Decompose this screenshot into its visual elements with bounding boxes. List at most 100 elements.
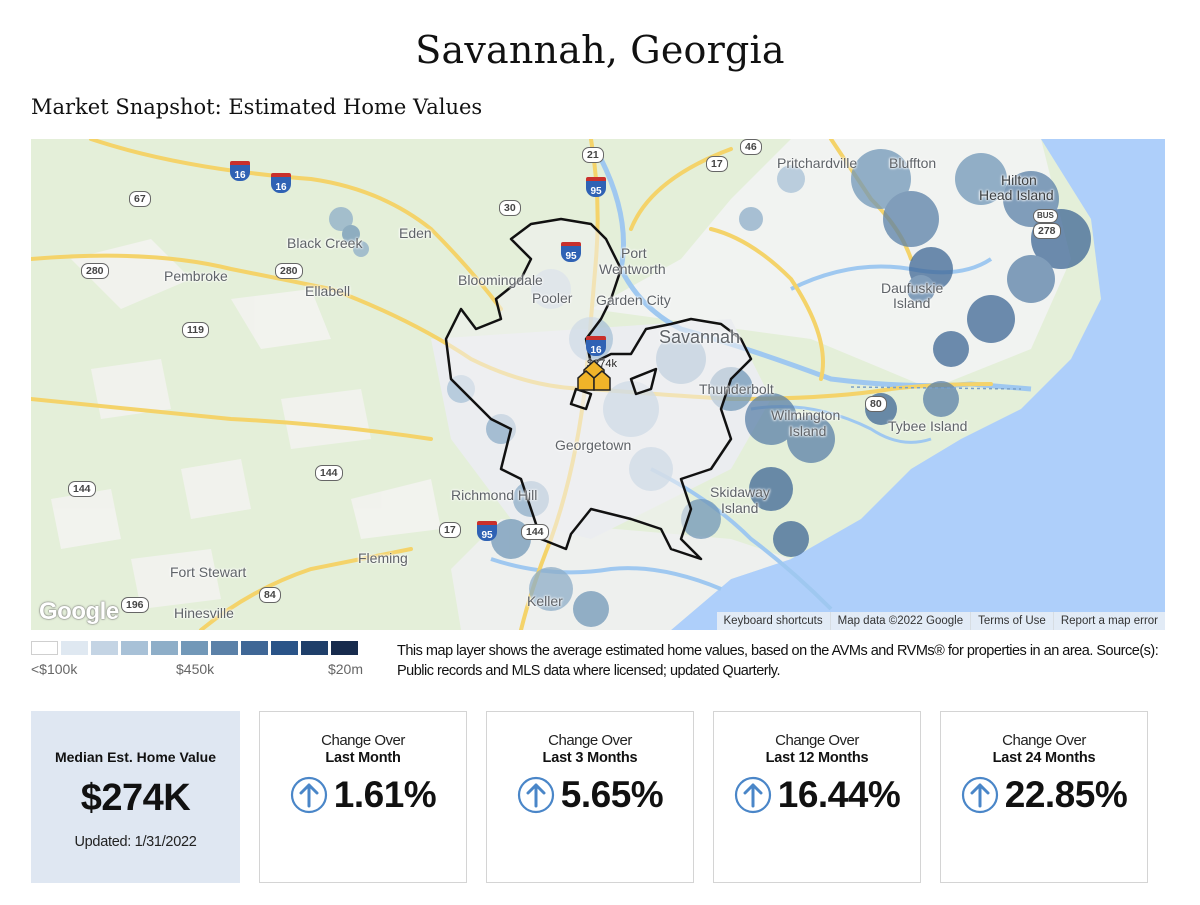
state-route-shield: 144 [521, 524, 549, 540]
change-card-heading: Change Over [1002, 732, 1086, 749]
change-card-period: Last Month [325, 750, 401, 766]
legend-swatch [271, 641, 298, 655]
legend-max-label: $20m [327, 661, 363, 677]
arrow-up-circle-icon [961, 776, 998, 814]
place-label: Eden [399, 225, 432, 241]
place-label: Head Island [979, 187, 1054, 203]
interstate-shield: 95 [586, 177, 606, 197]
place-label: Wilmington [771, 407, 841, 423]
legend-swatch [121, 641, 148, 655]
us-route-shield: 80 [865, 396, 887, 412]
median-value-card: Median Est. Home Value $274K Updated: 1/… [31, 711, 240, 883]
place-label: Black Creek [287, 235, 363, 251]
us-route-shield: 280 [81, 263, 109, 279]
legend-swatches [31, 641, 363, 655]
place-label: Pooler [532, 290, 573, 306]
change-card-period: Last 3 Months [542, 750, 638, 766]
place-label: Keller [527, 593, 563, 609]
change-card-heading: Change Over [548, 732, 632, 749]
place-label: Ellabell [305, 283, 351, 299]
change-card-period: Last 24 Months [992, 750, 1096, 766]
place-label: Fort Stewart [170, 564, 247, 580]
state-route-shield: 196 [121, 597, 149, 613]
state-route-shield: 30 [499, 200, 521, 216]
legend-min-label: <$100k [31, 661, 78, 677]
change-card-heading: Change Over [321, 732, 405, 749]
change-card-period: Last 12 Months [765, 750, 869, 766]
us-route-shield: 278 [1033, 223, 1061, 239]
change-card-heading: Change Over [775, 732, 859, 749]
interstate-shield: 16 [586, 336, 606, 356]
state-route-shield: 144 [315, 465, 343, 481]
arrow-up-circle-icon [734, 776, 771, 814]
legend-swatch [31, 641, 58, 655]
map-data-credit: Map data ©2022 Google [829, 612, 970, 630]
place-label: Daufuskie [881, 280, 944, 296]
change-percent: 5.65% [560, 774, 664, 815]
change-percent: 1.61% [333, 774, 437, 815]
median-value: $274K [80, 777, 191, 819]
terms-of-use-link[interactable]: Terms of Use [970, 612, 1053, 630]
us-route-shield: 17 [439, 522, 461, 538]
legend-swatch [301, 641, 328, 655]
place-label: Bluffton [889, 155, 937, 171]
place-label: Island [893, 295, 931, 311]
place-label: Port [621, 245, 647, 261]
change-card-last-12-months: Change Over Last 12 Months 16.44% [713, 711, 921, 883]
legend-swatch [211, 641, 238, 655]
place-label: Tybee Island [888, 418, 968, 434]
map-attribution-bar: Keyboard shortcuts Map data ©2022 Google… [716, 612, 1165, 630]
home-values-map[interactable]: Pritchardville Bluffton Hilton Head Isla… [31, 139, 1165, 630]
google-logo: Google [39, 598, 119, 625]
place-label: Thunderbolt [699, 381, 774, 397]
legend-swatch [151, 641, 178, 655]
state-route-shield: 144 [68, 481, 96, 497]
arrow-up-circle-icon [290, 776, 327, 814]
state-route-shield: 46 [740, 139, 762, 155]
place-label: Wentworth [599, 261, 666, 277]
keyboard-shortcuts-link[interactable]: Keyboard shortcuts [723, 615, 823, 627]
place-label: Skidaway [710, 484, 770, 500]
place-label: Island [721, 500, 759, 516]
change-card-last-3-months: Change Over Last 3 Months 5.65% [486, 711, 694, 883]
place-label: Bloomingdale [458, 272, 543, 288]
median-value-marker[interactable]: $274k [577, 358, 627, 391]
us-route-shield: 280 [275, 263, 303, 279]
page-title: Savannah, Georgia [415, 28, 785, 72]
change-card-last-month: Change Over Last Month 1.61% [259, 711, 467, 883]
us-route-shield: 17 [706, 156, 728, 172]
interstate-shield: 16 [230, 161, 250, 181]
homes-cluster-icon [577, 360, 611, 391]
state-route-shield: 21 [582, 147, 604, 163]
legend-description: This map layer shows the average estimat… [397, 643, 1159, 679]
us-route-shield: 84 [259, 587, 281, 603]
place-label: Garden City [596, 292, 671, 308]
legend-swatch [61, 641, 88, 655]
business-route-shield: BUS [1033, 209, 1058, 223]
legend-mid-label: $450k [176, 661, 215, 677]
place-label: Pembroke [164, 268, 228, 284]
state-route-shield: 119 [182, 322, 209, 338]
legend-swatch [241, 641, 268, 655]
place-label: Richmond Hill [451, 487, 538, 503]
change-percent: 22.85% [1004, 774, 1128, 815]
place-label-city: Savannah [659, 327, 741, 347]
interstate-shield: 16 [271, 173, 291, 193]
legend-swatch [91, 641, 118, 655]
map-base-layer [31, 139, 1165, 630]
interstate-shield: 95 [477, 521, 497, 541]
change-percent: 16.44% [777, 774, 901, 815]
change-card-last-24-months: Change Over Last 24 Months 22.85% [940, 711, 1148, 883]
legend-swatch [331, 641, 358, 655]
place-label: Fleming [358, 550, 408, 566]
place-label: Pritchardville [777, 155, 858, 171]
median-value-label: Median Est. Home Value [54, 749, 217, 765]
arrow-up-circle-icon [517, 776, 554, 814]
place-label: Island [789, 423, 827, 439]
section-subtitle: Market Snapshot: Estimated Home Values [31, 95, 483, 119]
place-label: Hilton [1001, 172, 1037, 188]
interstate-shield: 95 [561, 242, 581, 262]
place-label: Georgetown [555, 437, 632, 453]
place-label: Hinesville [174, 605, 234, 621]
report-map-error-link[interactable]: Report a map error [1052, 612, 1165, 630]
